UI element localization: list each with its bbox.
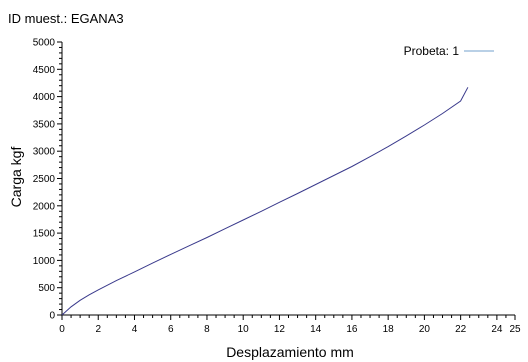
y-tick-label: 2500 (33, 174, 56, 185)
x-tick-label: 22 (455, 324, 467, 335)
x-tick-label: 24 (491, 324, 503, 335)
x-tick-label: 16 (346, 324, 358, 335)
y-tick-label: 3500 (33, 119, 56, 130)
y-tick-label: 2000 (33, 201, 56, 212)
y-tick-label: 1500 (33, 229, 56, 240)
y-tick-label: 4000 (33, 92, 56, 103)
y-tick-label: 1000 (33, 256, 56, 267)
chart-title: ID muest.: EGANA3 (8, 11, 124, 26)
x-tick-label: 18 (383, 324, 395, 335)
x-tick-label: 6 (168, 324, 174, 335)
series-line-1 (61, 87, 469, 316)
x-tick-label: 4 (132, 324, 138, 335)
x-axis-label: Desplazamiento mm (226, 344, 354, 360)
y-ticks: 0 500 1000 1500 2000 2500 3000 3500 4000 4500 5000 (33, 38, 62, 322)
x-tick-label: 10 (238, 324, 250, 335)
y-tick-label: 3000 (33, 147, 56, 158)
y-tick-label: 0 (49, 311, 55, 322)
y-tick-label: 4500 (33, 65, 56, 76)
x-ticks: 0 2 4 6 8 10 12 14 16 18 20 22 24 25 (59, 315, 521, 335)
legend-label: Probeta: 1 (404, 44, 460, 58)
legend: Probeta: 1 (404, 44, 494, 58)
x-tick-label: 0 (59, 324, 65, 335)
y-axis-label: Carga kgf (8, 147, 24, 208)
x-tick-label: 12 (274, 324, 286, 335)
y-tick-label: 500 (38, 283, 55, 294)
x-tick-label: 8 (204, 324, 210, 335)
x-tick-label: 20 (419, 324, 431, 335)
x-tick-label: 25 (509, 324, 521, 335)
x-tick-label: 2 (95, 324, 101, 335)
y-tick-label: 5000 (33, 38, 56, 49)
x-tick-label: 14 (310, 324, 322, 335)
series-lines (61, 87, 469, 316)
